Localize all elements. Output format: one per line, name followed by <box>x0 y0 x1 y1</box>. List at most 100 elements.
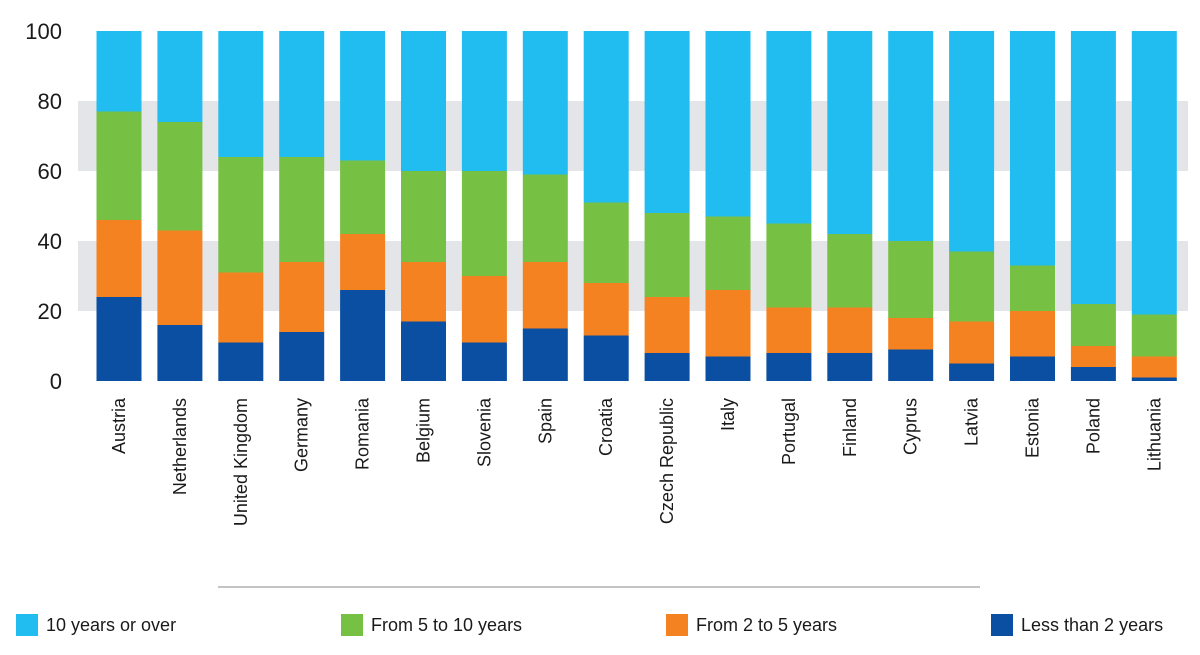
bar-segment <box>1070 304 1116 346</box>
legend-item-5-to-10-years: From 5 to 10 years <box>341 605 522 645</box>
bar-segment <box>157 122 203 231</box>
bar-segment <box>522 328 568 381</box>
x-tick-label: Romania <box>353 397 373 470</box>
bar-segment <box>644 297 690 353</box>
bar-segment <box>1131 377 1177 381</box>
x-tick-label: Latvia <box>962 397 982 446</box>
bar-segment <box>157 230 203 325</box>
bar-segment <box>461 342 507 381</box>
legend-swatch <box>341 614 363 636</box>
bar-segment <box>766 223 812 308</box>
bar-segment <box>1010 31 1055 266</box>
bar-segment <box>279 262 325 332</box>
bar-segment <box>583 335 629 381</box>
x-tick-label: Spain <box>535 398 555 444</box>
legend-label: 10 years or over <box>46 614 177 635</box>
x-tick-label: Croatia <box>596 397 616 456</box>
bar-segment <box>218 157 264 273</box>
bar-segment <box>522 262 568 329</box>
bar-segment <box>1131 314 1177 357</box>
bar-segment <box>949 321 995 364</box>
bar-segment <box>583 283 629 336</box>
bar-segment <box>644 31 690 213</box>
bar-segment <box>1010 265 1055 311</box>
bar-segment <box>96 297 142 381</box>
bar-segment <box>340 290 386 381</box>
bar-segment <box>1131 356 1177 378</box>
x-tick-label: Portugal <box>779 398 799 465</box>
bar-segment <box>888 318 934 350</box>
bar-segment <box>340 31 386 161</box>
bar-segment <box>157 325 203 381</box>
legend-label: From 2 to 5 years <box>696 614 838 635</box>
bar-segment <box>1010 356 1055 381</box>
bar-segment <box>96 111 142 220</box>
y-tick-label: 40 <box>38 229 62 254</box>
bar-segment <box>766 353 812 381</box>
bar-segment <box>461 276 507 343</box>
x-tick-label: Poland <box>1083 398 1103 454</box>
bar-segment <box>401 171 446 262</box>
x-tick-label: Belgium <box>414 398 434 463</box>
x-tick-label: Slovenia <box>474 397 494 467</box>
bar-segment <box>1070 346 1116 367</box>
bar-segment <box>157 31 203 122</box>
bar-segment <box>1070 31 1116 304</box>
bar-segment <box>96 220 142 297</box>
bar-segment <box>827 307 873 353</box>
bar-segment <box>705 31 751 217</box>
bar-segment <box>279 157 325 262</box>
x-tick-label: Cyprus <box>901 398 921 455</box>
bar-segment <box>705 356 751 381</box>
bar-segment <box>218 31 264 157</box>
x-tick-label: Austria <box>109 397 129 454</box>
legend-label: From 5 to 10 years <box>371 614 523 635</box>
bar-segment <box>1010 311 1055 357</box>
y-tick-label: 80 <box>38 89 62 114</box>
bar-segment <box>827 234 873 308</box>
x-tick-label: Netherlands <box>170 398 190 495</box>
bar-segment <box>340 160 386 234</box>
legend-swatch <box>666 614 688 636</box>
bar-segment <box>401 31 446 171</box>
bar-segment <box>279 31 325 157</box>
x-tick-label: Czech Republic <box>657 398 677 524</box>
bar-segment <box>644 353 690 381</box>
bar-segment <box>461 31 507 171</box>
bar-segment <box>766 31 812 224</box>
legend-item-less-than-2-years: Less than 2 years <box>991 605 1163 645</box>
bar-segment <box>827 353 873 381</box>
bar-segment <box>644 213 690 297</box>
legend-item-2-to-5-years: From 2 to 5 years <box>666 605 837 645</box>
bar-segment <box>1131 31 1177 315</box>
bar-segment <box>705 290 751 357</box>
bar-segment <box>888 31 934 241</box>
y-axis-ticks: 0 20 40 60 80 100 <box>25 19 62 394</box>
legend: 10 years or over From 5 to 10 years From… <box>0 605 1200 645</box>
x-tick-label: Germany <box>292 398 312 472</box>
bar-segment <box>279 332 325 381</box>
bar-segment <box>401 262 446 322</box>
legend-swatch <box>16 614 38 636</box>
bar-segment <box>340 234 386 290</box>
x-axis-labels: Austria Netherlands United Kingdom Germany R… <box>109 397 1164 526</box>
legend-item-10-years-or-over: 10 years or over <box>16 605 176 645</box>
bar-segment <box>1070 367 1116 381</box>
bar-segment <box>827 31 873 234</box>
y-tick-label: 20 <box>38 299 62 324</box>
bar-segment <box>705 216 751 290</box>
stacked-bar-chart: 0 20 40 60 80 100 Austria Netherlands United Ki… <box>25 19 1188 588</box>
bar-segment <box>218 342 264 381</box>
bar-segment <box>949 251 995 322</box>
x-tick-label: Lithuania <box>1144 397 1164 471</box>
bars <box>96 31 1177 381</box>
bar-segment <box>949 363 995 381</box>
bar-segment <box>583 31 629 203</box>
bar-segment <box>766 307 812 353</box>
bar-segment <box>949 31 995 252</box>
bar-segment <box>96 31 142 112</box>
bar-segment <box>522 31 568 175</box>
bar-segment <box>401 321 446 381</box>
x-tick-label: Estonia <box>1023 397 1043 458</box>
bar-segment <box>888 241 934 318</box>
